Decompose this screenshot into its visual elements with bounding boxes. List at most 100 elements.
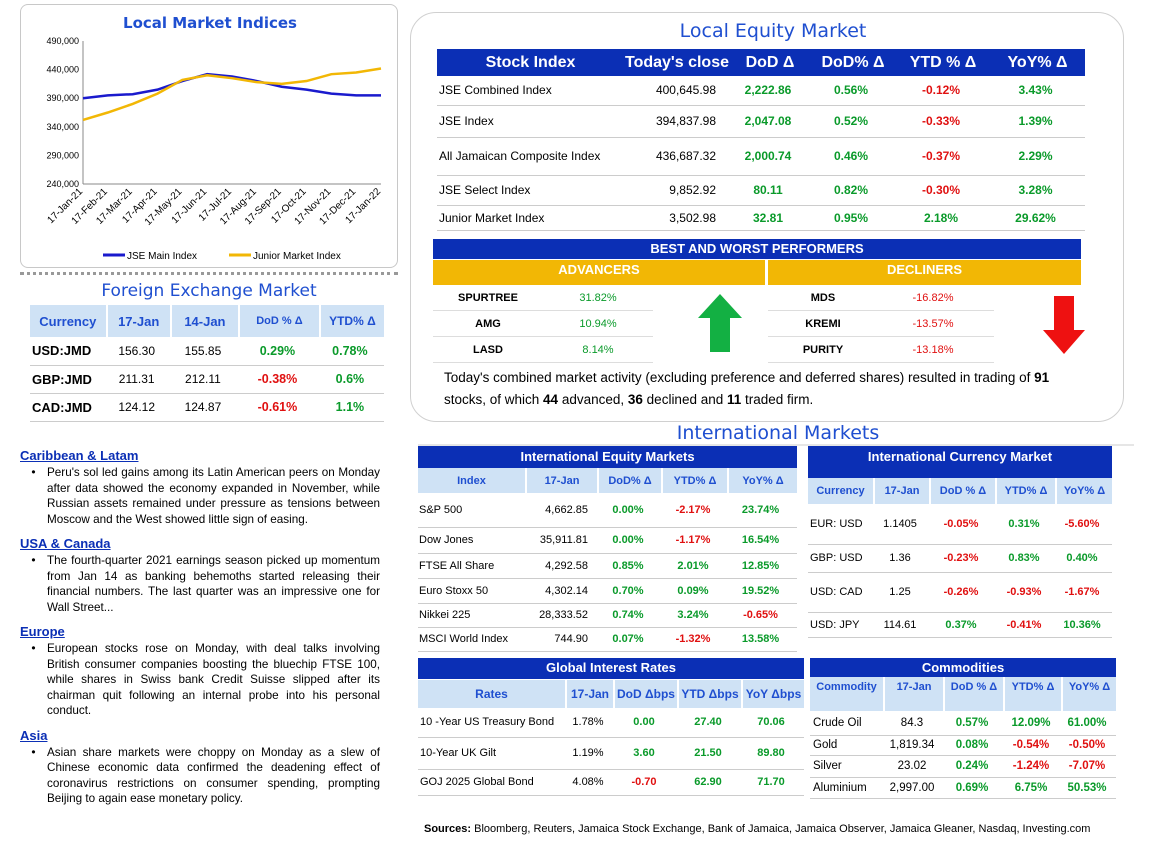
table-row: Crude Oil 84.3 0.57% 12.09% 61.00%	[810, 711, 1116, 735]
rates-h2: DoD Δbps	[613, 680, 678, 708]
table-cell: 436,687.32	[655, 149, 716, 163]
table-cell: 12.85%	[741, 559, 780, 572]
table-cell: 0.56%	[833, 83, 869, 98]
table-cell: 156.30	[118, 343, 156, 358]
comm-h0: Commodity	[816, 681, 877, 693]
table-cell: 3.60	[633, 747, 655, 759]
table-cell: 0.95%	[833, 210, 869, 225]
performer-change: -16.82%	[912, 291, 954, 304]
ieq-h4: YoY% Δ	[727, 468, 797, 493]
performer-row: LASD 8.14%	[433, 337, 653, 363]
table-cell: 32.81	[752, 210, 784, 225]
table-cell: 0.78%	[332, 343, 368, 358]
rates-h4: YoY Δbps	[741, 680, 804, 708]
table-cell: 2,222.86	[744, 83, 792, 98]
lh3: DoD% Δ	[821, 53, 885, 71]
performer-symbol: MDS	[810, 291, 836, 304]
table-cell: 2,000.74	[744, 149, 792, 163]
table-cell: 2,997.00	[889, 781, 935, 794]
table-row: USD:JMD 156.30 155.85 0.29% 0.78%	[30, 337, 384, 365]
ieq-h3: YTD% Δ	[661, 468, 728, 493]
table-cell: CAD:JMD	[32, 399, 92, 415]
table-cell: 80.11	[753, 183, 783, 197]
table-cell: 124.87	[184, 400, 222, 414]
table-cell: 23.74%	[741, 503, 780, 516]
table-cell: 27.40	[694, 716, 722, 729]
table-cell: EUR: USD	[810, 517, 863, 530]
table-cell: 10.36%	[1063, 618, 1101, 631]
table-cell: 9,852.92	[669, 183, 716, 197]
table-cell: GBP: USD	[810, 552, 863, 564]
ieq-title: International Equity Markets	[418, 446, 797, 468]
decliners-label: DECLINERS	[768, 260, 1081, 285]
bullet-icon: •	[31, 465, 36, 479]
table-cell: 10 -Year US Treasury Bond	[420, 716, 555, 729]
table-cell: GBP:JMD	[32, 371, 92, 387]
table-cell: 1.78%	[572, 716, 604, 729]
table-cell: 3,502.98	[669, 210, 716, 225]
y-tick-label: 340,000	[46, 122, 79, 132]
table-row: Euro Stoxx 50 4,302.14 0.70% 0.09% 19.52%	[418, 578, 797, 603]
table-cell: 0.09%	[677, 584, 709, 597]
table-cell: 16.54%	[741, 534, 780, 546]
table-row: 10-Year UK Gilt 1.19% 3.60 21.50 89.80	[418, 737, 804, 769]
ieq-table: Index 17-Jan DoD% Δ YTD% Δ YoY% Δ S&P 50…	[418, 468, 797, 652]
fx-h2: 14-Jan	[169, 305, 240, 337]
performer-row: PURITY -13.18%	[768, 337, 994, 363]
y-tick-label: 440,000	[46, 65, 79, 75]
table-cell: -0.33%	[921, 114, 961, 128]
chart-panel: Local Market Indices 490,000 440,000 390,0…	[20, 4, 398, 268]
table-row: JSE Combined Index 400,645.98 2,222.86 0.56…	[437, 76, 1085, 105]
fx-h1: 17-Jan	[105, 305, 171, 337]
icur-h0: Currency	[816, 485, 865, 497]
lh2: DoD Δ	[745, 53, 795, 71]
table-cell: -0.05%	[943, 517, 979, 530]
local-panel	[410, 12, 1124, 422]
table-row: USD: CAD 1.25 -0.26% -0.93% -1.67%	[808, 572, 1112, 612]
table-row: GBP:JMD 211.31 212.11 -0.38% 0.6%	[30, 365, 384, 393]
table-cell: JSE Combined Index	[439, 83, 552, 98]
performer-symbol: LASD	[473, 343, 503, 356]
table-cell: 29.62%	[1015, 210, 1056, 225]
table-row: Junior Market Index 3,502.98 32.81 0.95% 2.1…	[437, 205, 1085, 230]
table-cell: 4,662.85	[545, 503, 588, 516]
table-cell: -0.61%	[257, 400, 298, 414]
performer-row: AMG 10.94%	[433, 311, 653, 337]
table-cell: 1.39%	[1018, 114, 1053, 128]
bullet-icon: •	[31, 553, 36, 567]
market-summary: Today's combined market activity (exclud…	[444, 367, 1074, 411]
performer-row: SPURTREE 31.82%	[433, 285, 653, 311]
table-cell: 12.09%	[1011, 716, 1051, 729]
news-heading: USA & Canada	[20, 536, 111, 551]
table-cell: 6.75%	[1014, 781, 1048, 794]
rates-h3: YTD Δbps	[677, 680, 742, 708]
news-body: The fourth-quarter 2021 earnings season …	[47, 554, 380, 614]
summary-p2: stocks, of which	[444, 392, 544, 407]
performer-change: -13.18%	[912, 343, 954, 356]
table-cell: 4,292.58	[545, 559, 588, 572]
up-arrow-icon	[698, 294, 742, 352]
bw-title: BEST AND WORST PERFORMERS	[433, 239, 1081, 259]
summary-n2: 44	[543, 392, 559, 407]
performer-symbol: AMG	[475, 317, 501, 330]
y-tick-label: 290,000	[46, 150, 79, 160]
table-cell: -0.26%	[943, 586, 979, 598]
table-cell: 0.6%	[335, 372, 365, 386]
table-cell: -0.12%	[921, 83, 961, 98]
table-cell: 4,302.14	[545, 584, 588, 597]
table-row: GBP: USD 1.36 -0.23% 0.83% 0.40%	[808, 544, 1112, 572]
fx-title: Foreign Exchange Market	[101, 281, 317, 301]
table-cell: 4.08%	[572, 776, 604, 788]
table-row: Dow Jones 35,911.81 0.00% -1.17% 16.54%	[418, 527, 797, 553]
performer-change: 31.82%	[579, 291, 617, 304]
table-cell: 1.1%	[335, 400, 365, 414]
table-cell: 0.83%	[1008, 552, 1040, 564]
table-cell: 19.52%	[741, 584, 780, 597]
table-row: EUR: USD 1.1405 -0.05% 0.31% -5.60%	[808, 504, 1112, 544]
table-cell: 2,047.08	[744, 114, 792, 128]
table-cell: 0.29%	[259, 343, 296, 358]
table-cell: 0.40%	[1066, 552, 1098, 564]
performer-symbol: SPURTREE	[458, 291, 518, 304]
table-cell: 35,911.81	[539, 534, 588, 546]
sources-label: Sources:	[424, 823, 472, 835]
